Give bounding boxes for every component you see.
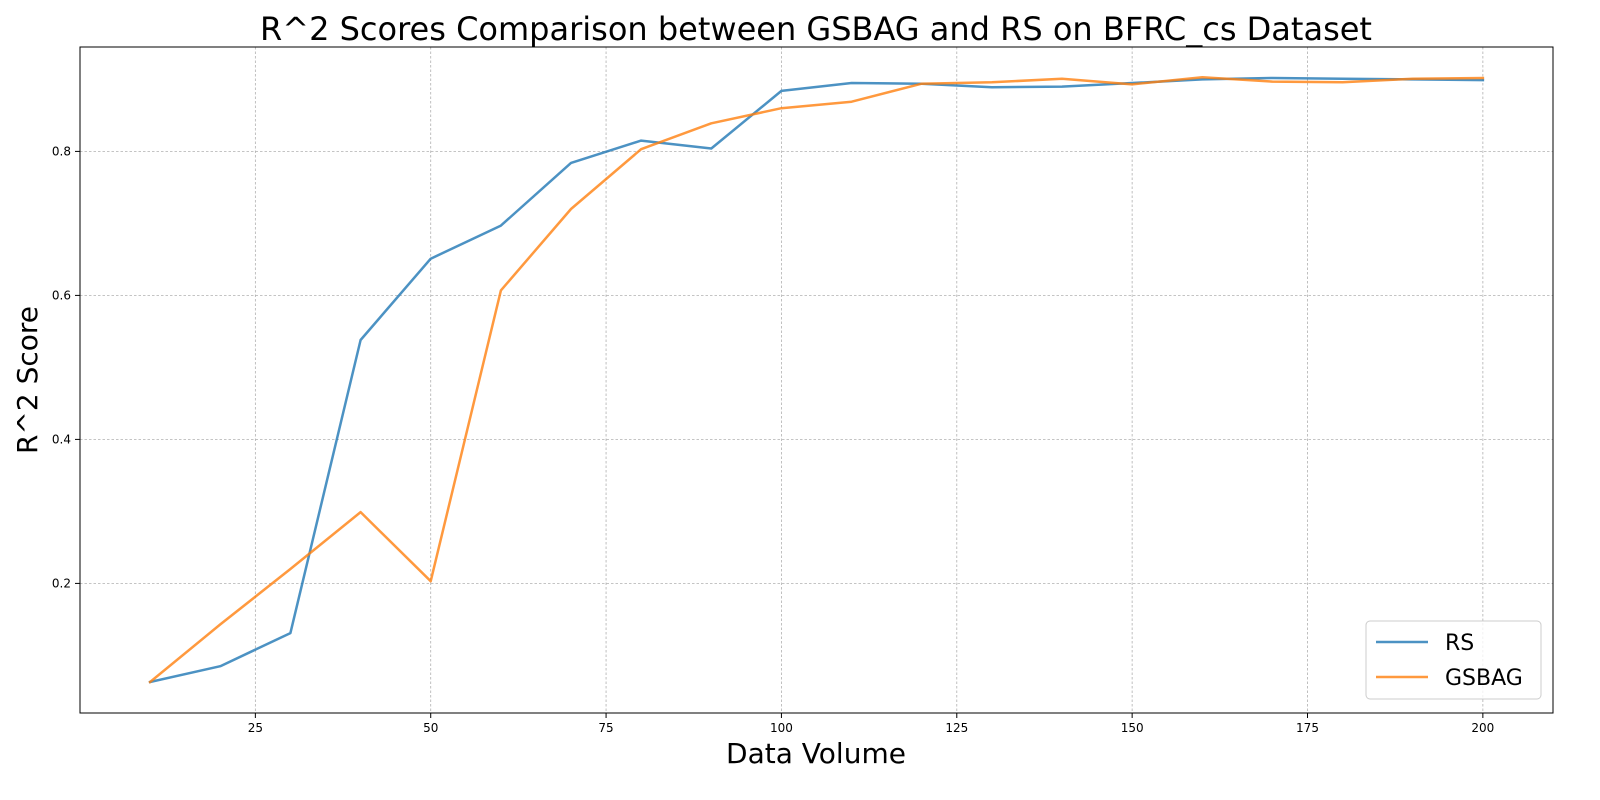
x-tick-label: 150 (1121, 721, 1144, 735)
x-tick-label: 125 (945, 721, 968, 735)
x-tick-label: 50 (423, 721, 438, 735)
legend-label-gsbag: GSBAG (1445, 666, 1523, 691)
y-tick-label: 0.6 (52, 288, 71, 302)
x-tick-label: 200 (1471, 721, 1494, 735)
series-line-gsbag (148, 75, 1485, 684)
y-tick-label: 0.2 (52, 576, 71, 590)
y-tick-label: 0.8 (52, 144, 71, 158)
plot-area-frame (79, 46, 1554, 714)
axis-ticks: 25 50 75 100 125 150 175 200 0.2 0.4 0.6 0.8 (52, 144, 1494, 735)
x-axis-title: Data Volume (726, 737, 906, 770)
legend-label-rs: RS (1445, 631, 1474, 656)
series-line-rs (148, 76, 1485, 684)
y-axis-title: R^2 Score (11, 306, 44, 454)
x-tick-label: 100 (770, 721, 793, 735)
series-lines (148, 75, 1485, 684)
chart-title: R^2 Scores Comparison between GSBAG and … (260, 10, 1372, 48)
x-tick-label: 175 (1296, 721, 1319, 735)
legend: RS GSBAG (1365, 620, 1542, 700)
x-tick-label: 25 (248, 721, 263, 735)
legend-box (1365, 620, 1542, 700)
y-tick-label: 0.4 (52, 432, 71, 446)
x-tick-label: 75 (598, 721, 613, 735)
grid (80, 47, 1553, 713)
